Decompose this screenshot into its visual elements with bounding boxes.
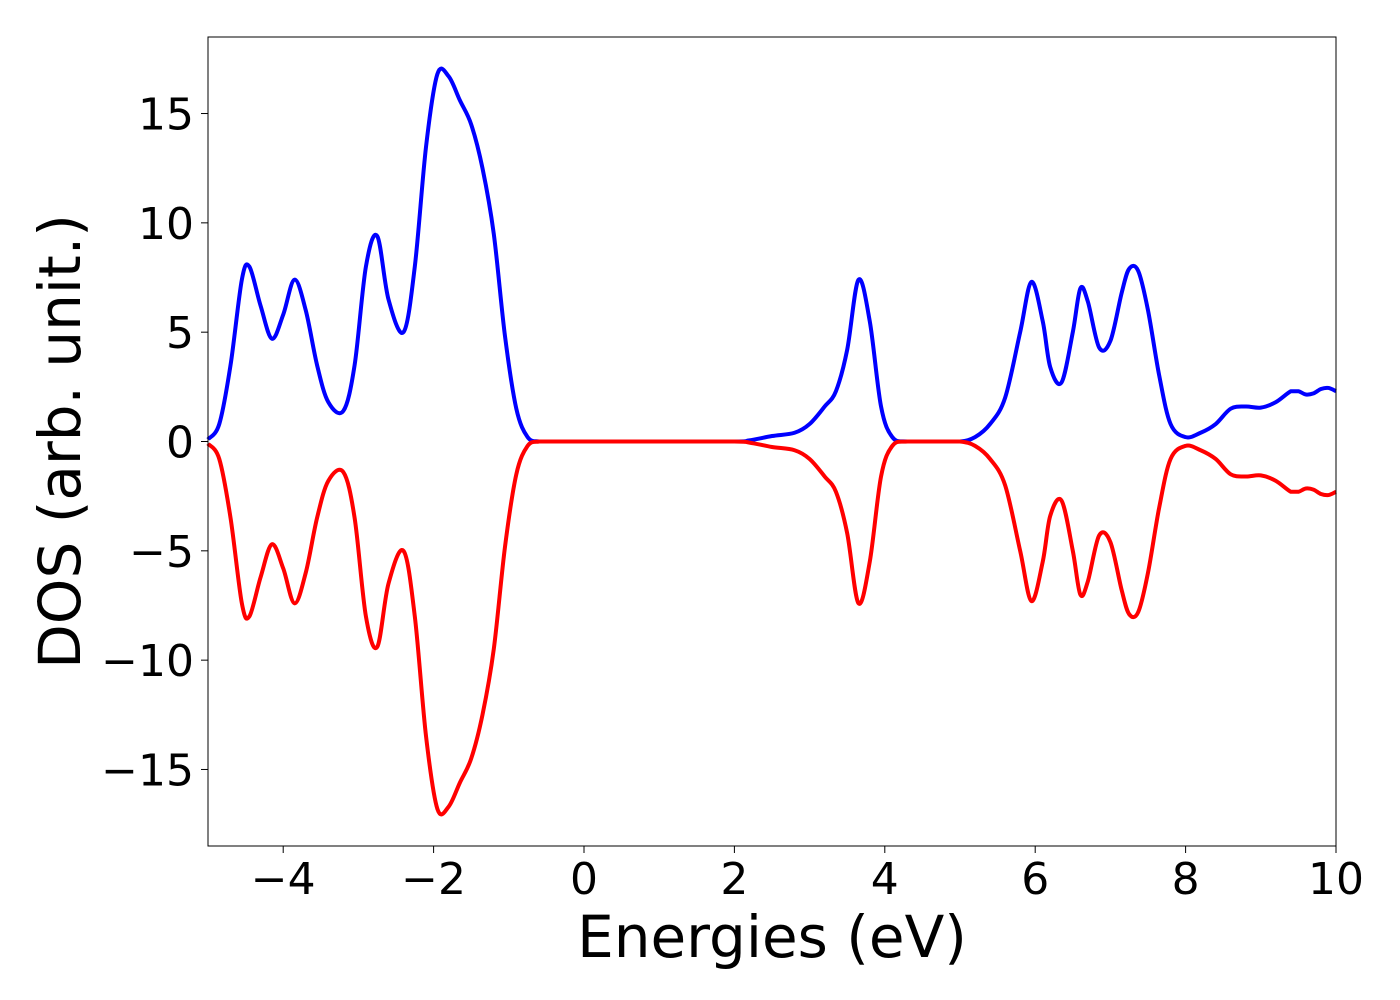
x-tick-label: 2 (720, 854, 748, 905)
x-tick-label: −2 (401, 854, 466, 905)
x-tick-label: 4 (871, 854, 899, 905)
x-tick-label: 6 (1021, 854, 1049, 905)
dos-series-line-1 (206, 66, 1337, 444)
x-axis: −4 −2 0 2 4 6 8 10 (251, 846, 1364, 905)
y-tick-label: 5 (166, 308, 194, 359)
x-tick-label: 8 (1172, 854, 1200, 905)
y-tick-label: 15 (138, 90, 194, 141)
y-axis-title: DOS (arb. unit.) (26, 214, 94, 669)
x-tick-label: 10 (1308, 854, 1364, 905)
y-axis: −15 −10 −5 0 5 10 15 (101, 90, 208, 796)
y-tick-label: 0 (166, 418, 194, 469)
x-axis-title: Energies (eV) (577, 903, 967, 971)
y-tick-label: 10 (138, 199, 194, 250)
y-tick-label: −10 (101, 636, 194, 687)
dos-series-line-2 (206, 439, 1337, 817)
x-tick-label: 0 (570, 854, 598, 905)
y-tick-label: −15 (101, 745, 194, 796)
y-tick-label: −5 (129, 527, 194, 578)
x-tick-label: −4 (251, 854, 316, 905)
series-layer (206, 66, 1337, 817)
